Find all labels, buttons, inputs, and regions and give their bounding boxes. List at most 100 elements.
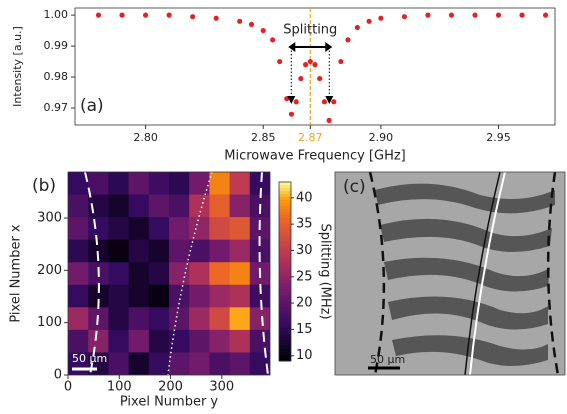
heatmap-cell bbox=[129, 307, 150, 330]
heatmap-cell bbox=[108, 217, 129, 240]
heatmap-cell bbox=[108, 330, 129, 353]
heatmap-cell bbox=[189, 195, 210, 218]
colorbar-segment bbox=[279, 233, 291, 236]
colorbar-segment bbox=[279, 316, 291, 319]
heatmap-cell bbox=[189, 285, 210, 308]
colorbar-segment bbox=[279, 227, 291, 230]
heatmap-cell bbox=[230, 307, 251, 330]
heatmap-cell bbox=[209, 262, 230, 285]
colorbar-segment bbox=[279, 269, 291, 272]
panel-label: (a) bbox=[80, 96, 104, 116]
data-point bbox=[312, 62, 317, 67]
colorbar-tick-label: 25 bbox=[296, 269, 313, 284]
heatmap-cell bbox=[230, 172, 251, 195]
data-point bbox=[303, 62, 308, 67]
heatmap-cell bbox=[88, 217, 109, 240]
heatmap-cell bbox=[209, 240, 230, 263]
data-point bbox=[449, 13, 454, 18]
heatmap-cell bbox=[129, 262, 150, 285]
heatmap-cell bbox=[108, 240, 129, 263]
heatmap-cell bbox=[230, 262, 251, 285]
colorbar-segment bbox=[279, 331, 291, 334]
colorbar-segment bbox=[279, 209, 291, 212]
heatmap-cell bbox=[169, 330, 190, 353]
x-tick-label: 2.85 bbox=[251, 131, 276, 144]
colorbar-segment bbox=[279, 230, 291, 233]
heatmap-cell bbox=[230, 217, 251, 240]
data-point bbox=[402, 14, 407, 19]
heatmap-cell bbox=[108, 262, 129, 285]
colorbar-segment bbox=[279, 295, 291, 298]
colorbar-segment bbox=[279, 215, 291, 218]
heatmap-cell bbox=[149, 240, 170, 263]
heatmap-cell bbox=[169, 262, 190, 285]
heatmap-cell bbox=[108, 172, 129, 195]
data-point bbox=[355, 25, 360, 30]
y-tick-label: 0.97 bbox=[44, 101, 69, 114]
x-tick-label: 200 bbox=[158, 380, 183, 395]
heatmap-cell bbox=[108, 195, 129, 218]
heatmap-cell bbox=[189, 217, 210, 240]
colorbar-segment bbox=[279, 212, 291, 215]
x-tick-label: 2.95 bbox=[486, 131, 511, 144]
heatmap-cell bbox=[108, 307, 129, 330]
heatmap-cell bbox=[189, 307, 210, 330]
x-tick-label: 100 bbox=[107, 380, 132, 395]
colorbar-segment bbox=[279, 191, 291, 194]
colorbar-tick-label: 20 bbox=[296, 296, 313, 311]
colorbar-segment bbox=[279, 304, 291, 307]
colorbar-segment bbox=[279, 254, 291, 257]
heatmap-cell bbox=[209, 172, 230, 195]
panel-label: (c) bbox=[343, 177, 366, 197]
colorbar-segment bbox=[279, 340, 291, 343]
x-axis-label: Microwave Frequency [GHz] bbox=[224, 149, 406, 164]
heatmap-cell bbox=[209, 217, 230, 240]
data-point bbox=[96, 13, 101, 18]
data-point bbox=[378, 16, 383, 21]
heatmap-cell bbox=[169, 352, 190, 375]
colorbar-segment bbox=[279, 337, 291, 340]
colorbar-segment bbox=[279, 289, 291, 292]
y-axis-label: Pixel Number x bbox=[9, 224, 24, 323]
data-point bbox=[519, 13, 524, 18]
colorbar-segment bbox=[279, 328, 291, 331]
heatmap-cell bbox=[149, 217, 170, 240]
heatmap-cell bbox=[68, 195, 89, 218]
data-point bbox=[270, 37, 275, 42]
colorbar-tick-label: 10 bbox=[296, 348, 313, 363]
colorbar-segment bbox=[279, 245, 291, 248]
colorbar-segment bbox=[279, 236, 291, 239]
heatmap-cell bbox=[149, 285, 170, 308]
heatmap-cell bbox=[129, 330, 150, 353]
colorbar-segment bbox=[279, 221, 291, 224]
heatmap-cell bbox=[169, 172, 190, 195]
y-tick-label: 0 bbox=[54, 368, 62, 383]
data-point bbox=[143, 13, 148, 18]
data-point bbox=[167, 13, 172, 18]
colorbar-segment bbox=[279, 319, 291, 322]
colorbar-segment bbox=[279, 307, 291, 310]
colorbar-tick-label: 40 bbox=[296, 190, 313, 205]
y-tick-label: 0.98 bbox=[44, 70, 69, 83]
colorbar-segment bbox=[279, 355, 291, 358]
heatmap-cell bbox=[129, 240, 150, 263]
heatmap-cell bbox=[189, 240, 210, 263]
heatmap-cell bbox=[230, 352, 251, 375]
heatmap-cell bbox=[68, 217, 89, 240]
panel-b: 0100200300010020030050 μm(b)Pixel Number… bbox=[9, 172, 333, 410]
data-point bbox=[294, 99, 299, 104]
x-tick-label: 2.80 bbox=[133, 131, 158, 144]
heatmap-cell bbox=[189, 172, 210, 195]
micrograph bbox=[335, 172, 565, 375]
colorbar-segment bbox=[279, 224, 291, 227]
data-point bbox=[367, 19, 372, 24]
x-tick-label: 0 bbox=[64, 380, 72, 395]
heatmap-cell bbox=[169, 195, 190, 218]
colorbar-segment bbox=[279, 313, 291, 316]
heatmap-cell bbox=[129, 285, 150, 308]
colorbar-segment bbox=[279, 182, 291, 185]
colorbar-segment bbox=[279, 194, 291, 197]
heatmap-cell bbox=[149, 352, 170, 375]
data-point bbox=[322, 99, 327, 104]
